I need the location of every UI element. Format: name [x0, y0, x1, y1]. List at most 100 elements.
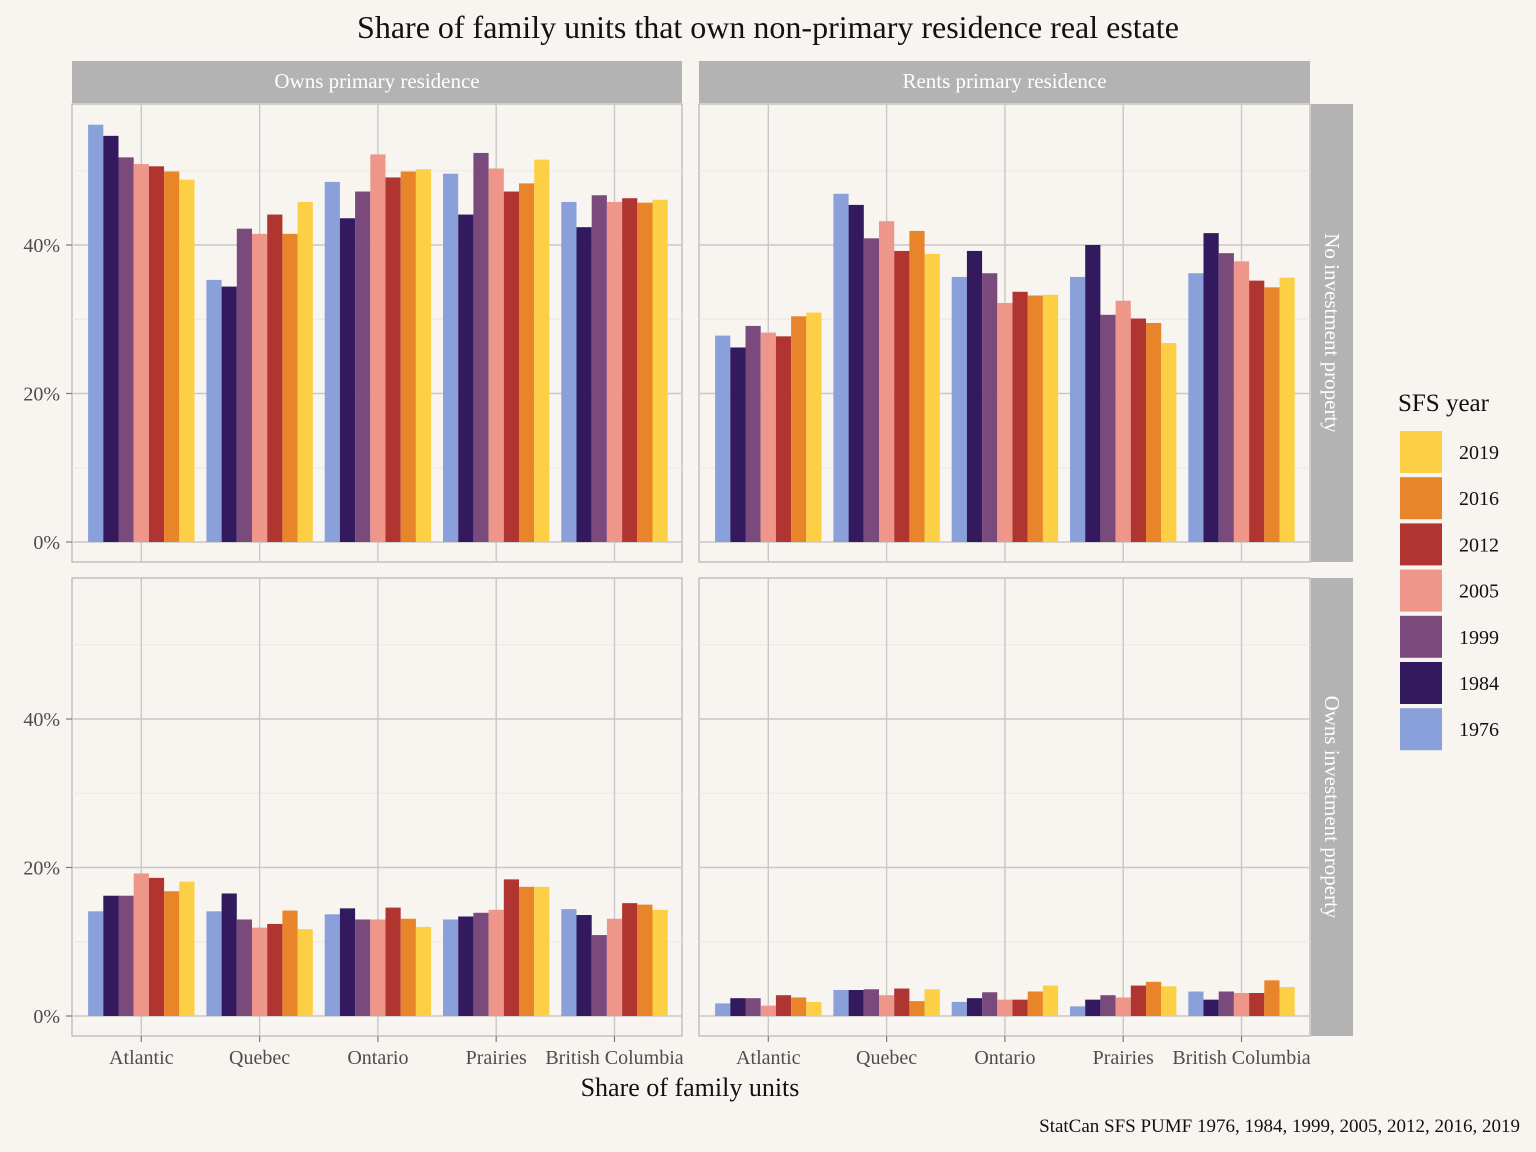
x-tick-label-prairies: Prairies: [1093, 1047, 1154, 1069]
bar-quebec-1999: [863, 238, 879, 542]
bar-british-columbia-1999: [1218, 991, 1234, 1016]
bar-atlantic-2019: [179, 881, 195, 1016]
x-tick-label-ontario: Ontario: [347, 1047, 408, 1069]
bar-prairies-2019: [534, 886, 550, 1016]
bar-prairies-2012: [503, 191, 519, 543]
bar-prairies-2005: [1115, 997, 1131, 1016]
panel-rents-primary-residence-no-investment-property: [698, 103, 1311, 563]
bar-quebec-1984: [221, 286, 237, 542]
bar-prairies-2012: [1130, 318, 1146, 542]
legend-label: 2012: [1459, 534, 1499, 556]
legend-swatch: [1400, 431, 1442, 473]
bar-atlantic-1999: [745, 998, 761, 1016]
bar-british-columbia-2005: [606, 201, 623, 542]
bar-atlantic-1976: [715, 335, 731, 542]
bar-british-columbia-1999: [1218, 253, 1234, 543]
bar-ontario-1984: [966, 250, 983, 542]
bar-ontario-1984: [339, 908, 356, 1016]
bar-quebec-2019: [924, 989, 940, 1016]
legend-item-1999: 1999: [1400, 615, 1499, 658]
chart-caption: StatCan SFS PUMF 1976, 1984, 1999, 2005,…: [1039, 1116, 1520, 1137]
bar-quebec-2005: [879, 221, 895, 543]
bar-ontario-2005: [370, 154, 386, 542]
bar-british-columbia-1976: [1188, 991, 1204, 1016]
bar-british-columbia-2019: [652, 199, 668, 542]
strip-background: [72, 61, 682, 103]
legend-swatch: [1400, 662, 1442, 704]
bar-quebec-1999: [236, 919, 252, 1016]
bar-prairies-1984: [458, 214, 474, 542]
bar-british-columbia-2016: [637, 904, 653, 1017]
bar-atlantic-1976: [88, 124, 104, 543]
legend-label: 2019: [1459, 442, 1499, 464]
bar-quebec-2012: [894, 250, 910, 542]
bar-quebec-2005: [252, 233, 268, 543]
y-tick-label: 20%: [23, 384, 60, 406]
bar-quebec-2012: [267, 923, 283, 1016]
bar-british-columbia-2012: [622, 198, 638, 542]
bar-prairies-1984: [458, 916, 474, 1016]
bar-british-columbia-2019: [1279, 987, 1295, 1016]
bar-british-columbia-1976: [561, 201, 577, 542]
bar-prairies-2019: [1161, 986, 1177, 1016]
bar-atlantic-2019: [179, 179, 195, 542]
x-tick-label-british-columbia: British Columbia: [545, 1047, 683, 1069]
strip-label: Owns primary residence: [274, 69, 479, 93]
bar-ontario-1976: [324, 914, 340, 1016]
bar-british-columbia-2016: [1264, 980, 1280, 1016]
strip-label: Rents primary residence: [902, 69, 1106, 93]
bar-british-columbia-2005: [1233, 992, 1250, 1016]
bar-prairies-2016: [519, 886, 535, 1016]
bar-quebec-2012: [267, 214, 283, 542]
bar-prairies-2005: [488, 909, 504, 1016]
bar-quebec-2012: [894, 988, 910, 1016]
bar-atlantic-2016: [791, 997, 807, 1016]
plot-panels: [71, 103, 1311, 1037]
x-tick-label-atlantic: Atlantic: [109, 1047, 174, 1069]
legend-title: SFS year: [1398, 390, 1490, 417]
bar-atlantic-2016: [164, 891, 180, 1016]
bar-ontario-1999: [355, 919, 371, 1016]
legend-item-2012: 2012: [1400, 523, 1499, 566]
strip-background: [699, 61, 1310, 103]
bar-british-columbia-1976: [561, 909, 577, 1016]
legend-item-2016: 2016: [1400, 477, 1499, 520]
bar-ontario-1984: [966, 998, 983, 1016]
bar-atlantic-1999: [118, 895, 134, 1016]
bar-quebec-1976: [206, 911, 222, 1016]
legend-swatch: [1400, 477, 1442, 520]
strip-background: [1311, 104, 1353, 562]
bar-ontario-1984: [339, 218, 356, 542]
legend-swatch: [1400, 708, 1442, 751]
bar-prairies-2016: [1146, 981, 1162, 1016]
bar-ontario-2019: [415, 926, 432, 1016]
bar-british-columbia-2012: [1249, 992, 1265, 1016]
bar-quebec-1976: [833, 990, 849, 1016]
bar-prairies-1976: [1070, 1006, 1086, 1016]
bar-quebec-2005: [879, 995, 895, 1016]
legend: SFS year 2019 2016 2012 2005 1999 1984 1976: [1398, 390, 1499, 751]
bar-british-columbia-1984: [1203, 233, 1219, 542]
strip-no-investment-property: No investment property: [1311, 104, 1353, 562]
bar-atlantic-1999: [745, 325, 761, 542]
y-tick-label: 20%: [23, 858, 60, 880]
bar-atlantic-1976: [715, 1003, 731, 1016]
strip-label: Owns investment property: [1320, 696, 1344, 919]
bar-british-columbia-1984: [576, 915, 592, 1016]
y-axes: 0% 20% 40% 0% 20% 40%: [23, 235, 72, 1028]
bar-ontario-2012: [385, 907, 401, 1016]
bar-quebec-1999: [236, 228, 252, 543]
bar-ontario-2012: [385, 177, 401, 542]
bar-ontario-1976: [324, 181, 340, 542]
bar-british-columbia-2005: [1233, 261, 1250, 542]
bar-ontario-2019: [415, 169, 432, 542]
bar-british-columbia-1984: [1203, 999, 1219, 1016]
legend-item-2019: 2019: [1400, 431, 1499, 473]
bar-atlantic-2019: [806, 1001, 822, 1016]
x-tick-label-ontario: Ontario: [974, 1047, 1035, 1069]
panel-rents-primary-residence-owns-investment-property: [698, 577, 1311, 1037]
bar-prairies-2005: [488, 168, 504, 542]
bar-atlantic-2016: [164, 171, 180, 543]
bar-british-columbia-2019: [652, 909, 668, 1016]
